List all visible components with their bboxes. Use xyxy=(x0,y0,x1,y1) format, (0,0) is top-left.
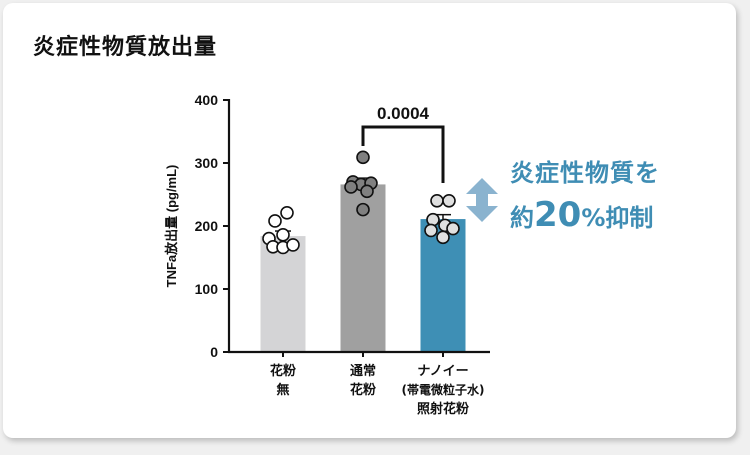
data-point xyxy=(442,194,456,208)
p-value-label: 0.0004 xyxy=(377,104,430,123)
y-tick-label: 200 xyxy=(195,218,219,234)
data-point xyxy=(360,184,374,199)
data-point xyxy=(426,212,440,227)
x-label-nanoe-pollen: ナノイー (帯電微粒子水) 照射花粉 xyxy=(401,364,485,417)
data-point xyxy=(430,194,444,208)
data-point xyxy=(286,238,300,252)
data-point xyxy=(436,230,450,245)
double-arrow-icon xyxy=(466,178,498,222)
data-point xyxy=(344,180,358,194)
callout-text: 炎症性物質を 約20%抑制 xyxy=(510,158,660,237)
y-tick-label: 0 xyxy=(210,344,218,360)
callout-line2: 約20%抑制 xyxy=(510,195,654,235)
data-point xyxy=(424,223,438,238)
data-point xyxy=(356,150,370,165)
x-label-normal-pollen: 通常 花粉 xyxy=(349,364,376,398)
data-point xyxy=(268,214,282,228)
callout-line1: 炎症性物質を xyxy=(510,159,660,187)
y-tick-label: 400 xyxy=(195,92,219,108)
data-point xyxy=(276,228,290,242)
y-tick-label: 300 xyxy=(195,155,219,171)
significance-bracket xyxy=(361,125,445,183)
data-point xyxy=(356,202,370,217)
x-label-no-pollen: 花粉無 xyxy=(269,364,296,398)
y-tick-label: 100 xyxy=(195,281,219,297)
bar xyxy=(260,236,306,352)
data-point xyxy=(446,221,460,236)
data-point xyxy=(280,205,294,220)
y-axis-label: TNFa放出量 (pg/mL) xyxy=(164,165,179,288)
page-title: 炎症性物質放出量 xyxy=(33,35,218,60)
